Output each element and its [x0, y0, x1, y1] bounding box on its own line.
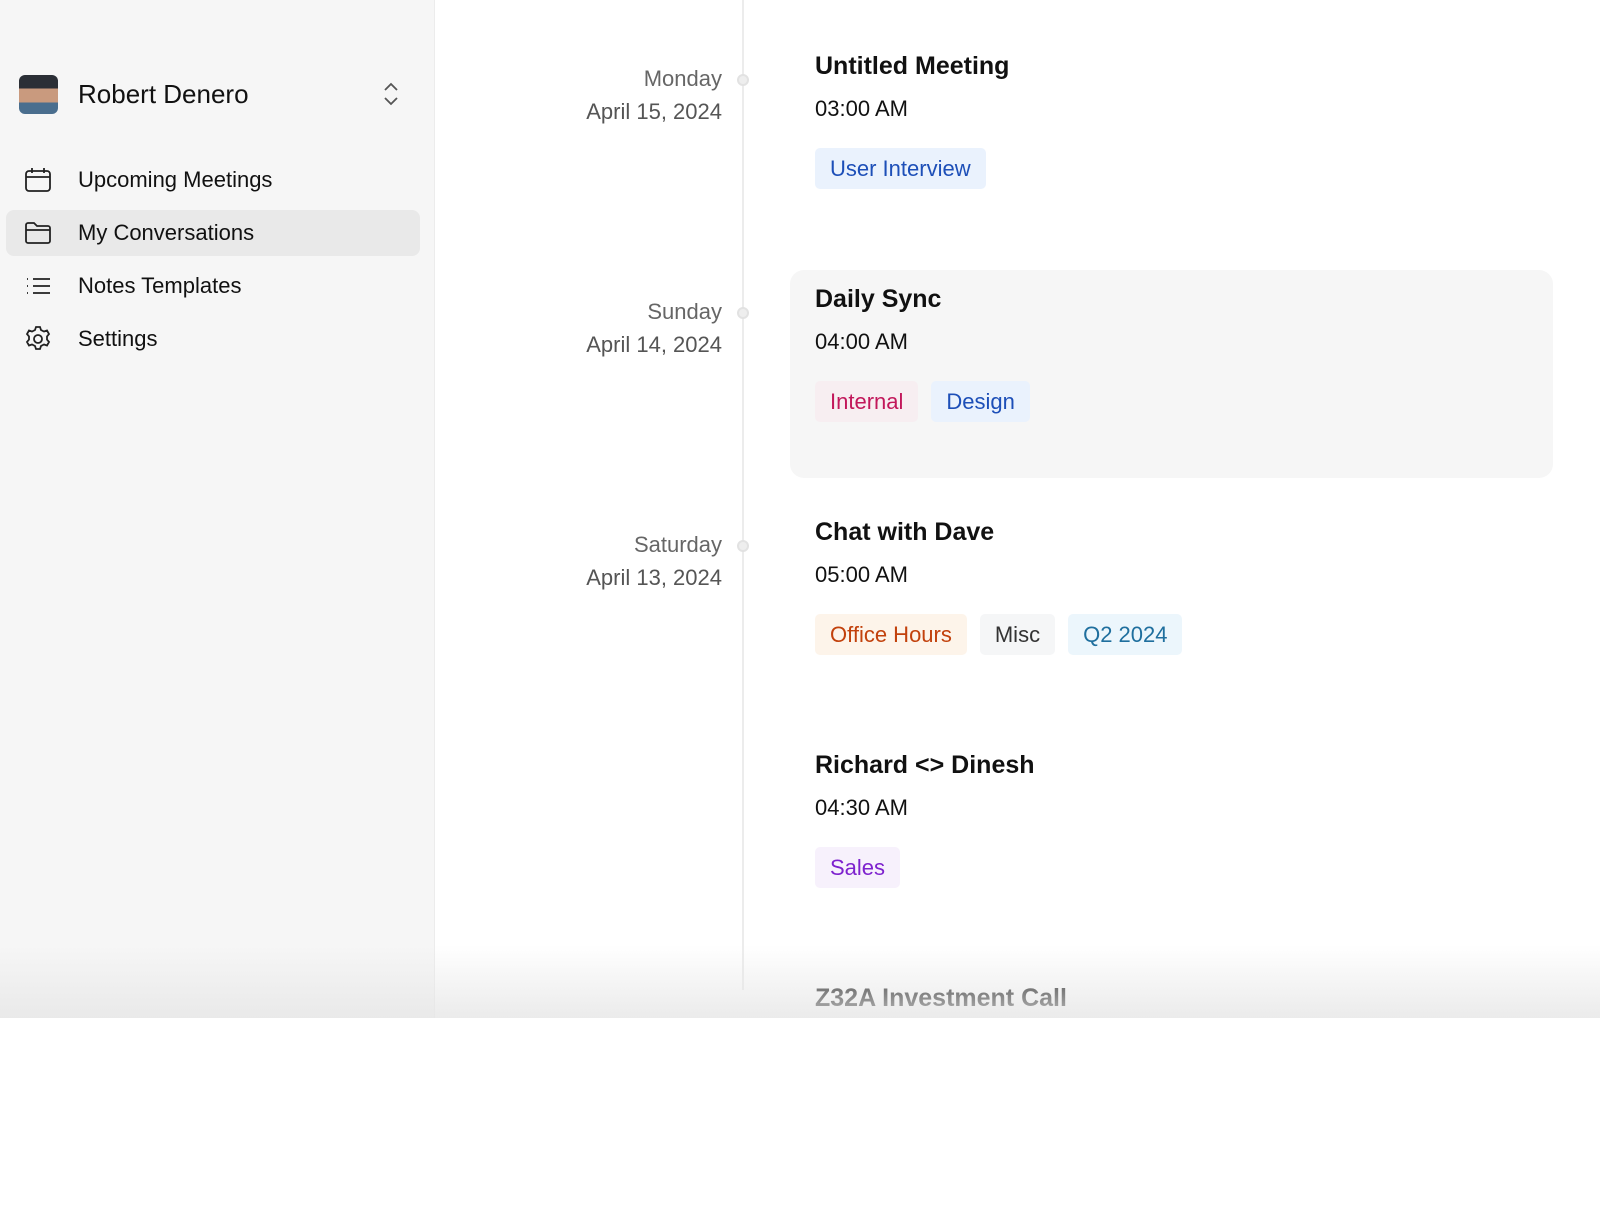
sidebar: Robert Denero Upcoming Meetings My Conve…: [0, 0, 435, 1018]
calendar-icon: [25, 168, 51, 192]
tag-list: Office Hours Misc Q2 2024: [815, 614, 1183, 655]
meeting-entry[interactable]: Sunday April 14, 2024 Daily Sync 04:00 AM In…: [0, 270, 1600, 528]
sidebar-item-label: My Conversations: [78, 220, 255, 245]
tag-badge[interactable]: Office Hours: [815, 614, 967, 655]
day-of-week: Saturday: [633, 532, 722, 557]
meeting-title[interactable]: Untitled Meeting: [815, 52, 1010, 80]
meeting-entry[interactable]: Saturday April 13, 2024 Chat with Dave 05:0…: [0, 518, 1600, 761]
date-label: April 14, 2024: [586, 332, 722, 357]
sidebar-item-my-conversations[interactable]: My Conversations: [6, 210, 420, 256]
meeting-title[interactable]: Chat with Dave: [815, 518, 995, 546]
meeting-title[interactable]: Richard <> Dinesh: [815, 751, 1035, 779]
user-name: Robert Denero: [78, 78, 249, 109]
meeting-title[interactable]: Daily Sync: [815, 285, 942, 313]
date-label: April 15, 2024: [586, 99, 722, 124]
tag-list: Internal Design: [815, 381, 1030, 422]
meeting-date: Sunday April 14, 2024: [586, 295, 722, 361]
sidebar-item-notes-templates[interactable]: Notes Templates: [6, 263, 420, 309]
tag-list: User Interview: [815, 148, 986, 189]
folder-icon: [25, 222, 51, 244]
avatar: [19, 74, 58, 114]
gear-icon: [25, 326, 51, 350]
timeline-line: [742, 0, 744, 990]
tag-badge[interactable]: Sales: [815, 847, 901, 888]
sidebar-item-settings[interactable]: Settings: [6, 316, 420, 362]
meeting-time: 04:00 AM: [815, 329, 908, 354]
tag-badge[interactable]: Misc: [979, 614, 1056, 655]
chevron-up-down-icon[interactable]: [381, 80, 401, 108]
meeting-card-highlight[interactable]: [790, 270, 1553, 478]
sidebar-item-upcoming-meetings[interactable]: Upcoming Meetings: [6, 157, 420, 203]
tag-badge[interactable]: Q2 2024: [1068, 614, 1183, 655]
meeting-date: Monday April 15, 2024: [586, 62, 722, 128]
meeting-date: Saturday April 13, 2024: [586, 528, 722, 594]
sidebar-nav: Upcoming Meetings My Conversations Notes…: [6, 157, 420, 369]
tag-badge[interactable]: Design: [931, 381, 1030, 422]
tag-badge[interactable]: User Interview: [815, 148, 986, 189]
bottom-fade: [0, 945, 1600, 1018]
timeline-dot: [737, 307, 749, 319]
timeline-dot: [737, 74, 749, 86]
meeting-entry[interactable]: Z32A Investment Call: [0, 984, 1600, 1227]
meeting-entry[interactable]: Monday April 15, 2024 Untitled Meeting 03:0…: [0, 52, 1600, 295]
list-icon: [27, 278, 50, 294]
meeting-time: 03:00 AM: [815, 96, 908, 121]
meeting-time: 05:00 AM: [815, 562, 908, 587]
day-of-week: Sunday: [647, 299, 722, 324]
day-of-week: Monday: [643, 66, 722, 91]
sidebar-item-label: Notes Templates: [78, 273, 242, 298]
date-label: April 13, 2024: [586, 565, 722, 590]
tag-badge[interactable]: Internal: [815, 381, 919, 422]
meeting-time: 04:30 AM: [815, 795, 908, 820]
meeting-entry[interactable]: Richard <> Dinesh 04:30 AM Sales: [0, 751, 1600, 994]
sidebar-item-label: Settings: [78, 326, 158, 351]
tag-list: Sales: [815, 847, 901, 888]
account-switcher[interactable]: Robert Denero: [19, 74, 419, 114]
sidebar-item-label: Upcoming Meetings: [78, 167, 273, 192]
timeline-dot: [737, 540, 749, 552]
